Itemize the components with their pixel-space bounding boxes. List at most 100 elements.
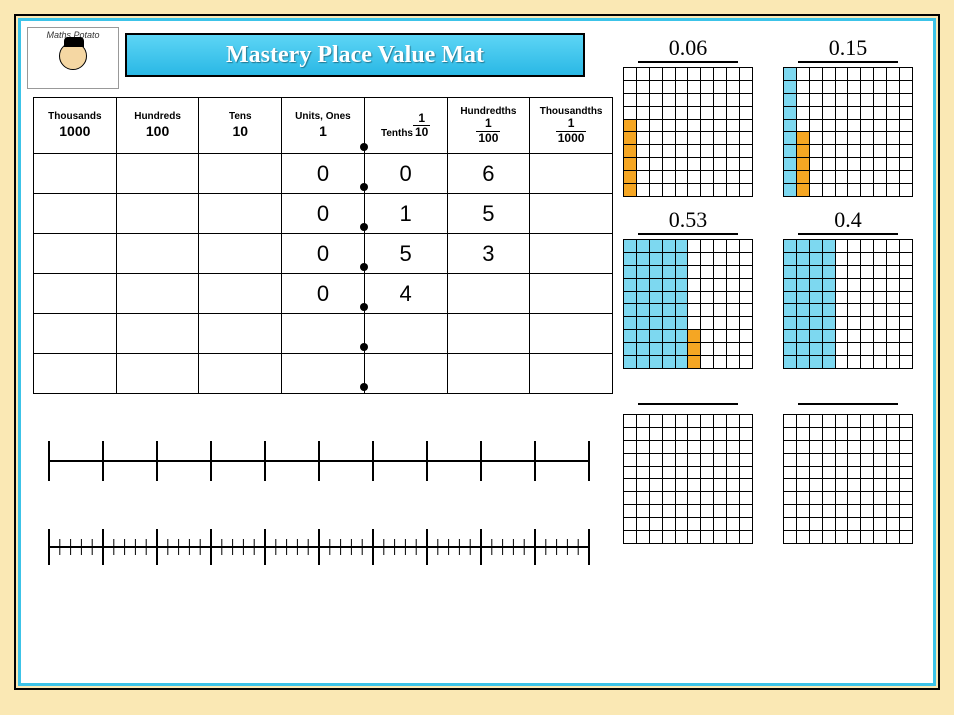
grid-cell [900,531,913,544]
grid-cell [624,492,637,505]
grid-cell [900,466,913,479]
grid-cell [822,415,835,428]
grid-cell [835,440,848,453]
pv-cell [34,354,117,394]
grid-cell [861,252,874,265]
grid-cell [701,291,714,304]
grid-cell [688,304,701,317]
grid-cell [688,278,701,291]
grid-cell [662,278,675,291]
grid-cell [740,427,753,440]
logo-box: Maths Potato [27,27,119,89]
grid-cell [784,80,797,93]
grid-cell [662,531,675,544]
grid-cell [861,158,874,171]
grid-cell [848,453,861,466]
grid-cell [809,304,822,317]
grid-cell [822,158,835,171]
grid-cell [861,531,874,544]
grid-cell [784,505,797,518]
grid-cell [688,265,701,278]
grid-cell [809,317,822,330]
pv-header-5: Hundredths1100 [447,98,530,154]
grid-cell [740,343,753,356]
grid-cell [624,356,637,369]
grid-cell [662,252,675,265]
pv-cell: 3 [447,234,530,274]
grid-cell [624,132,637,145]
grid-cell [900,304,913,317]
grid-cell [874,466,887,479]
grid-cell [701,356,714,369]
grid-cell [624,330,637,343]
grid-cell [874,505,887,518]
grid-cell [727,492,740,505]
grid-cell [835,80,848,93]
grid-cell [624,106,637,119]
grid-cell [900,119,913,132]
grid-cell [740,278,753,291]
grid-cell [624,265,637,278]
grid-cell [809,356,822,369]
grid-cell [688,466,701,479]
grid-cell [714,492,727,505]
grid-cell [861,440,874,453]
grid-cell [675,171,688,184]
pv-cell [34,314,117,354]
grid-cell [874,531,887,544]
pv-cell [530,274,613,314]
grid-cell [662,240,675,253]
grid-cell [900,415,913,428]
grid-cell [796,356,809,369]
grid-cell [701,505,714,518]
grid-cell [701,171,714,184]
grid-cell [636,132,649,145]
grid-cell [688,492,701,505]
pv-cell: 4 [364,274,447,314]
grid-cell [727,145,740,158]
grid-cell [740,184,753,197]
grid-cell [784,68,797,81]
grid-cell [688,453,701,466]
grid-cell [874,132,887,145]
grid-cell [784,330,797,343]
grid-cell [809,427,822,440]
pv-cell [364,354,447,394]
grid-cell [662,479,675,492]
grid-cell [714,291,727,304]
grid-cell [727,291,740,304]
grid-cell [649,184,662,197]
pv-cell [530,194,613,234]
grid-cell [822,304,835,317]
place-value-table: Thousands1000Hundreds100Tens10Units, One… [33,97,613,394]
grid-cell [848,291,861,304]
grid-cell [714,304,727,317]
grid-cell [874,440,887,453]
grid-cell [688,356,701,369]
grid-cell [740,479,753,492]
pv-row [34,354,613,394]
pv-cell [447,354,530,394]
grid-cell [701,317,714,330]
grid-cell [874,106,887,119]
number-line-1 [39,421,599,481]
grid-cell [675,518,688,531]
grid-cell [874,291,887,304]
grid-cell [848,68,861,81]
grid-cell [714,119,727,132]
grid-cell [822,291,835,304]
grid-cell [688,171,701,184]
grid-cell [784,304,797,317]
grid-cell [900,158,913,171]
hundred-grid-label: 0.4 [798,207,898,235]
grid-cell [809,171,822,184]
grid-cell [636,427,649,440]
pv-cell [199,274,282,314]
grid-cell [822,330,835,343]
grid-cell [784,278,797,291]
grid-cell [861,80,874,93]
grid-cell [740,453,753,466]
grid-cell [675,278,688,291]
grid-cell [688,415,701,428]
grid-cell [848,93,861,106]
